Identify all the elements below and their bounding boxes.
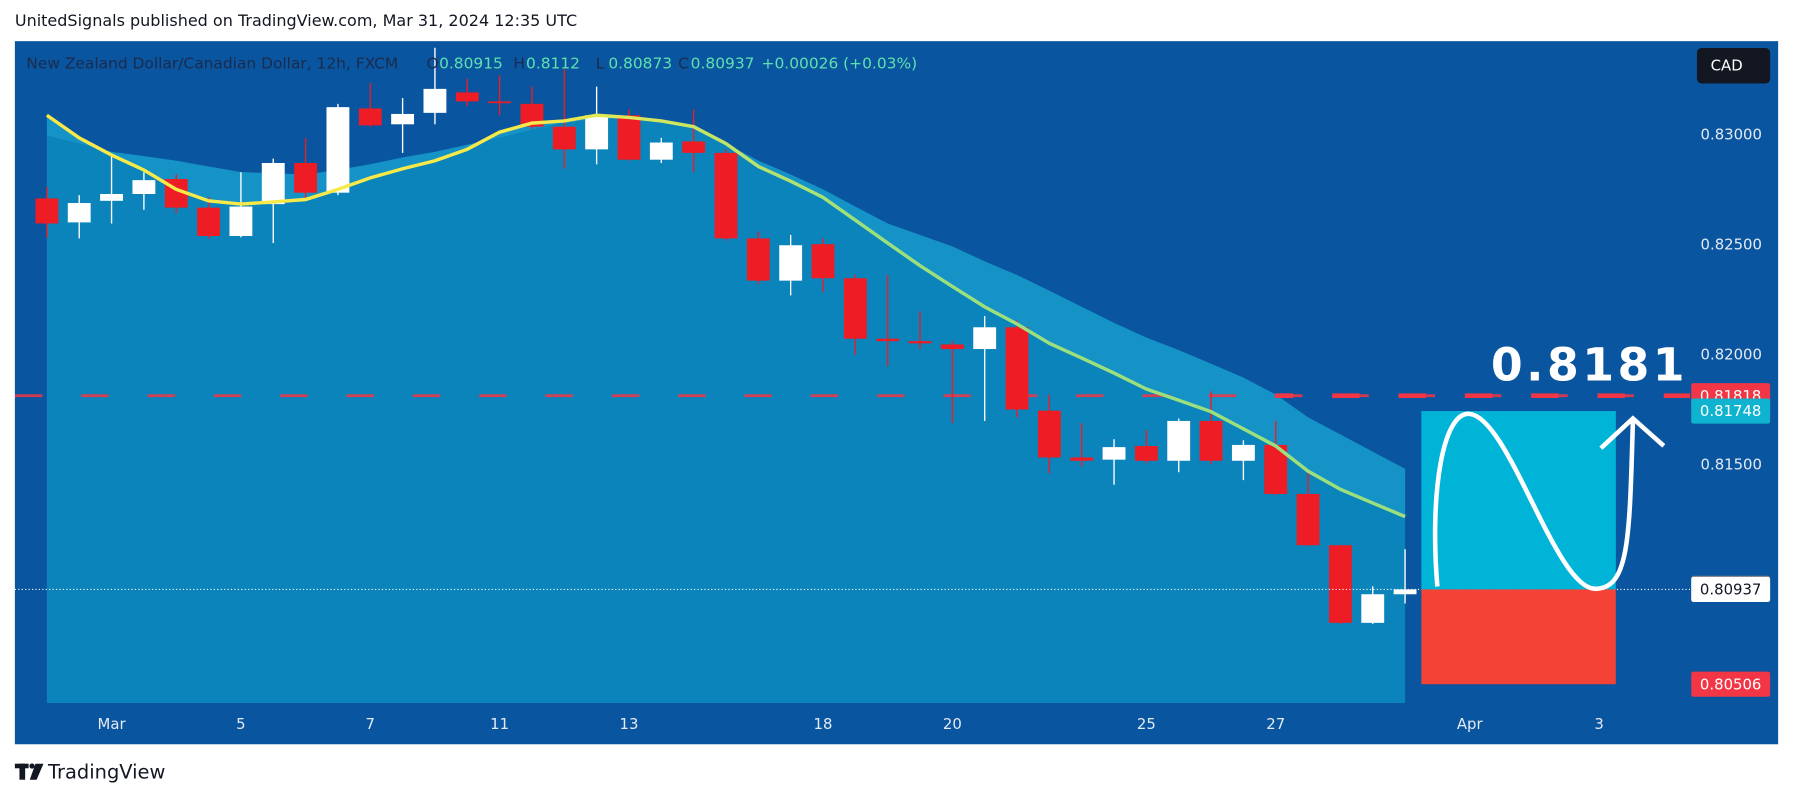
candle-body (940, 344, 964, 350)
price-tag (1691, 671, 1771, 697)
candle-body (585, 115, 609, 150)
price-tag-label: 0.81748 (1700, 402, 1761, 420)
candle-body (1296, 493, 1320, 546)
candle-body (682, 141, 706, 153)
candle-body (908, 341, 932, 344)
legend-title: New Zealand Dollar/Canadian Dollar, 12h,… (26, 55, 398, 73)
candle-body (1264, 444, 1288, 494)
legend-change: +0.00026 (+0.03%) (762, 55, 918, 73)
candle-body (714, 152, 738, 239)
overlay: Mar 5 7 11 13 18 20 25 27 Apr 3 0.83000 0.82500 0.820… (26, 55, 1771, 733)
candle-body (1134, 446, 1158, 461)
candle-body (1361, 594, 1385, 623)
candle-body (229, 206, 253, 237)
candle-body (1393, 589, 1417, 595)
logo-part (19, 763, 26, 780)
x-tick-label: 18 (814, 715, 833, 733)
candle-body (746, 238, 770, 281)
candle-body (1070, 457, 1094, 461)
legend-value: 0.80873 (608, 55, 672, 73)
ema-area (46, 118, 1406, 704)
candle-body (811, 244, 835, 279)
candle-body (197, 207, 221, 237)
ema-line (45, 113, 1406, 519)
candle-body (132, 180, 156, 195)
price-tag (1691, 398, 1771, 424)
drawn-arrowhead (1599, 415, 1666, 450)
footer-brand: TradingView (47, 760, 165, 783)
candle-body (358, 108, 382, 126)
candle-body (1231, 444, 1255, 461)
candle-body (1167, 420, 1191, 461)
candle-body (67, 203, 91, 223)
candle-body (261, 162, 285, 205)
legend-key: L (596, 55, 605, 73)
candle-body (1005, 327, 1029, 410)
logo-part (29, 763, 35, 769)
x-tick-label: 27 (1266, 715, 1285, 733)
candle-body (326, 107, 350, 193)
drawn-curve (1432, 411, 1636, 592)
candle-body (649, 142, 673, 160)
x-tick-label: Apr (1457, 715, 1484, 733)
candle-body (779, 245, 803, 281)
x-tick-label: 5 (236, 715, 245, 733)
candle-body (520, 103, 544, 127)
candle-body (423, 88, 447, 113)
candle-body (1102, 447, 1126, 460)
candle-body (843, 278, 867, 339)
y-tick-label: 0.81500 (1701, 456, 1762, 474)
legend-key: C (678, 55, 689, 73)
legend-key: O (427, 55, 439, 73)
publish-header: UnitedSignals published on TradingView.c… (15, 11, 577, 30)
price-tag-label: 0.80937 (1700, 581, 1761, 599)
candle-body (1199, 420, 1223, 461)
candle-body (391, 113, 415, 125)
price-tag-label: 0.80506 (1700, 675, 1761, 693)
legend-value: 0.8112 (526, 55, 580, 73)
legend-value: 0.80915 (439, 55, 503, 73)
candle-body (876, 338, 900, 342)
tradingview-logo (14, 763, 44, 780)
x-tick-label: 20 (943, 715, 962, 733)
position-stop (1421, 589, 1616, 685)
currency-label: CAD (1711, 56, 1743, 74)
candle-body (455, 92, 479, 102)
price-tag (1691, 576, 1771, 602)
candle-body (1328, 545, 1352, 623)
candle-body (617, 115, 641, 160)
candle-body (35, 198, 59, 224)
logo-part (29, 763, 44, 780)
candle-body (488, 101, 512, 104)
candle-body (1037, 410, 1061, 458)
x-tick-label: 3 (1594, 715, 1603, 733)
y-tick-label: 0.83000 (1701, 126, 1762, 144)
plot-area (14, 47, 1691, 704)
legend-key: H (513, 55, 525, 73)
x-tick-label: 13 (620, 715, 639, 733)
legend-value: 0.80937 (691, 55, 755, 73)
y-tick-label: 0.82000 (1701, 346, 1762, 364)
x-tick-label: 7 (366, 715, 375, 733)
candle-body (973, 327, 997, 350)
candle-body (294, 162, 318, 193)
x-tick-label: Mar (98, 715, 127, 733)
annotation: 0.8181 (1491, 339, 1688, 392)
y-tick-label: 0.82500 (1701, 236, 1762, 254)
position-target (1421, 411, 1616, 590)
x-tick-label: 11 (490, 715, 509, 733)
candle-body (552, 126, 576, 150)
currency-button[interactable] (1696, 48, 1771, 84)
x-tick-label: 25 (1137, 715, 1156, 733)
candle-body (100, 194, 123, 201)
